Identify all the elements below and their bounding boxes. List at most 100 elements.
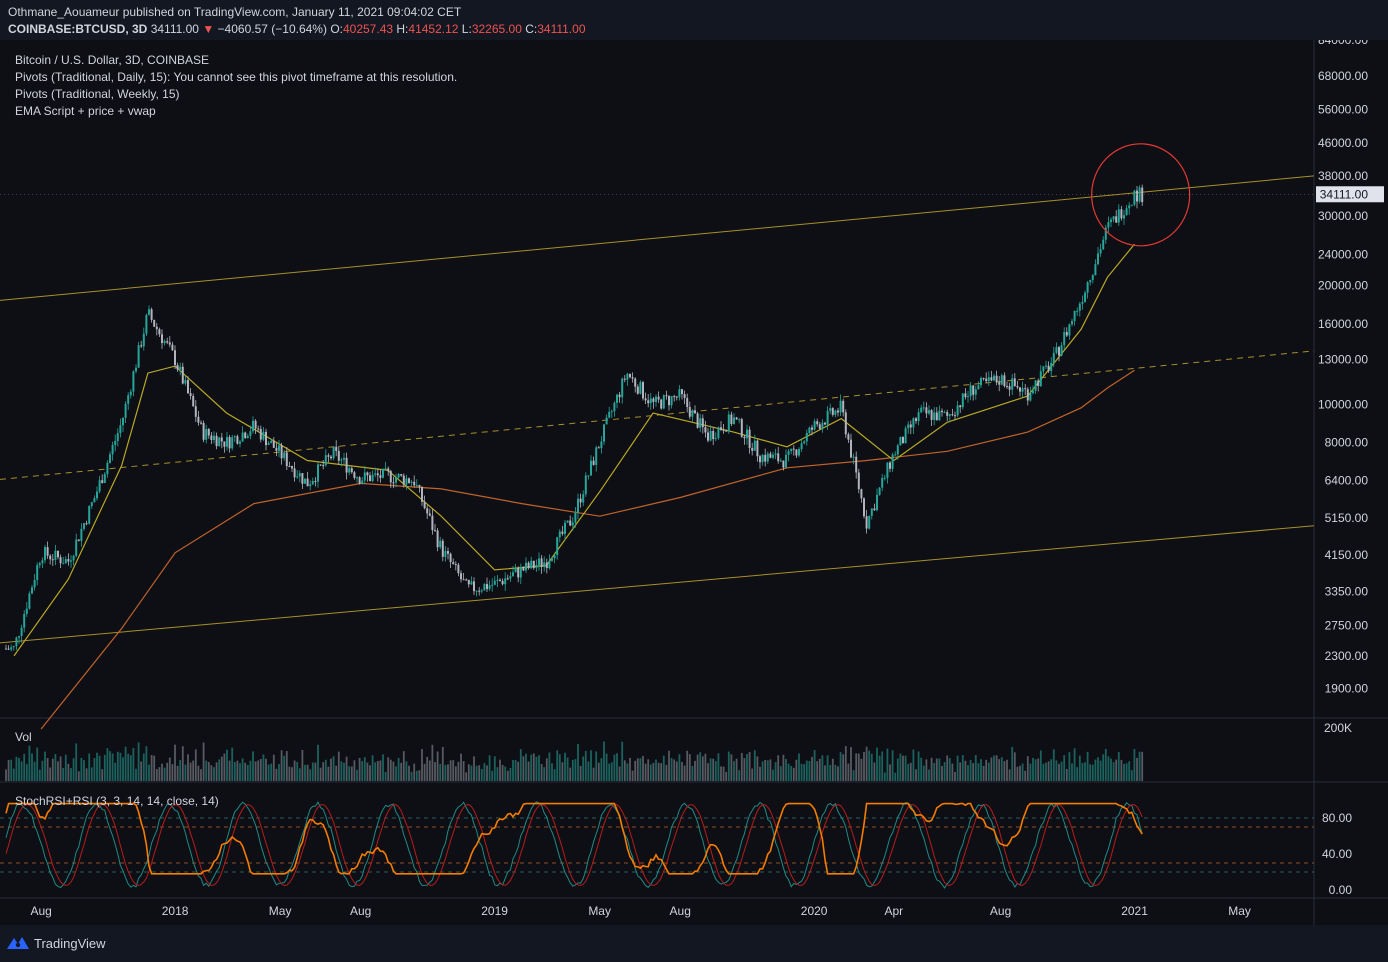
candle-body [733,417,735,425]
candle-body [10,647,13,650]
annotation-circle [1091,143,1191,247]
candle-body [553,555,556,559]
volume-bar [675,761,678,781]
volume-bar [395,766,397,781]
candle-body [735,417,738,420]
volume-bar [246,765,249,781]
candle-body [522,566,525,571]
rsi-tick-label: 40.00 [1322,847,1352,861]
volume-bar [75,743,78,781]
candle-body [777,453,780,462]
candle-body [127,395,130,404]
candle-body [462,579,465,581]
volume-bar [592,767,595,781]
volume-bar [655,759,657,781]
volume-bar [184,764,187,781]
close-label: C: [525,22,538,36]
candle-body [374,473,377,475]
candle-body [652,398,655,402]
volume-bar [569,767,572,781]
volume-bar [109,751,111,781]
candle-body [525,562,527,571]
volume-bar [5,769,7,781]
volume-bar [161,763,163,781]
volume-bar [142,753,145,781]
volume-bar [77,771,80,781]
candles-group [5,184,1144,652]
time-tick-label: Aug [670,904,691,918]
volume-bar [564,752,566,781]
volume-bar [1076,767,1079,781]
candle-body [163,341,166,344]
candle-body [889,462,891,469]
candle-body [657,396,660,400]
rsi-pane-label: StochRSI+RSI (3, 3, 14, 14, close, 14) [15,794,219,808]
candle-body [501,580,504,585]
candle-body [218,437,221,447]
volume-bar [699,752,702,781]
legend-ema-script: EMA Script + price + vwap [15,104,156,118]
volume-bar [480,769,483,781]
candle-body [343,457,345,460]
volume-bar [821,755,824,781]
candle-body [317,464,319,482]
volume-bar [813,750,816,781]
candle-body [46,547,49,556]
candle-body [930,410,933,420]
candle-body [569,520,572,526]
candle-body [304,478,306,484]
candle-body [779,460,782,462]
candle-body [358,477,361,484]
volume-bar [265,758,267,781]
volume-bar [1133,748,1136,781]
chart-area[interactable]: 84000.00 68000.00 56000.00 46000.00 38000.00… [0,33,1388,925]
candle-body [824,422,826,425]
candle-body [574,512,577,523]
volume-bar [733,761,735,781]
volume-bar [899,753,902,781]
volume-bar [293,760,296,781]
chart-svg[interactable]: 84000.00 68000.00 56000.00 46000.00 38000.00… [0,33,1388,925]
candle-body [579,498,582,503]
volume-bar [1034,759,1037,781]
candle-body [683,394,686,398]
candle-body [322,465,325,467]
candle-body [15,637,18,647]
volume-bar [956,755,959,781]
volume-bar [621,741,624,781]
candle-body [860,489,863,499]
candle-body [1060,345,1063,356]
candle-body [434,530,436,532]
candle-body [590,460,592,476]
volume-bar [512,760,514,781]
candle-body [371,474,374,482]
candle-body [449,553,452,563]
candle-body [486,584,488,589]
candle-body [314,480,317,482]
volume-bar [1068,752,1071,781]
candle-body [405,478,408,485]
candle-body [275,447,278,451]
candle-body [1032,390,1034,394]
candle-body [954,415,956,417]
candle-body [18,636,20,638]
volume-bar [712,758,715,781]
candle-body [548,560,551,569]
volume-bar [1021,763,1024,781]
volume-bar [135,768,137,781]
candle-body [694,410,696,414]
candle-body [1099,249,1102,254]
volume-bar [379,760,382,781]
volume-bar [1058,763,1060,781]
candle-body [20,627,23,637]
volume-bar [935,758,938,781]
candle-body [644,398,647,401]
volume-bar [309,769,312,781]
volume-bar [283,755,286,781]
candle-body [418,485,421,487]
candle-body [85,523,88,525]
candle-body [1008,386,1011,390]
candle-body [439,540,442,548]
volume-bar [623,760,626,781]
volume-bar [998,759,1001,781]
